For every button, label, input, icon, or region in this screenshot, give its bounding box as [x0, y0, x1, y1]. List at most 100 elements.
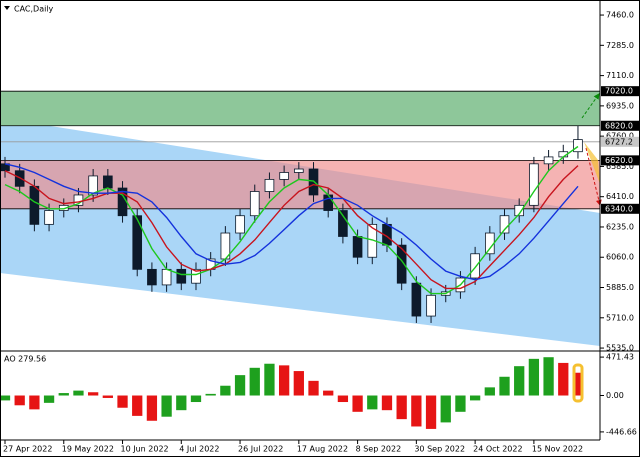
ao-bar — [102, 395, 113, 398]
candle-body — [529, 163, 539, 206]
candle-body — [470, 253, 480, 279]
moving-average — [4, 165, 579, 290]
zones — [0, 91, 600, 346]
level-label: 7020.0 — [605, 87, 633, 96]
y-tick-label: 5885.0 — [606, 283, 634, 292]
ao-bar — [558, 362, 569, 396]
candle-body — [485, 232, 495, 255]
candle-body — [411, 282, 422, 317]
highlight — [584, 142, 600, 184]
chart-title: CAC,Daily — [14, 5, 54, 14]
candle-body — [264, 178, 275, 192]
y-tick-label: 471.43 — [606, 353, 634, 362]
y-tick-label: 5535.0 — [606, 344, 634, 353]
candle-body — [191, 268, 201, 284]
y-tick-label: 6760.0 — [606, 132, 634, 141]
y-tick-label: 6060.0 — [606, 253, 634, 262]
candle-body — [235, 215, 245, 234]
ao-bar — [425, 395, 437, 429]
y-tick-label: -446.66 — [606, 427, 637, 436]
candle-body — [14, 170, 25, 187]
candle-body — [352, 236, 363, 258]
x-tick-label: 8 Sep 2022 — [356, 445, 402, 454]
level-box — [601, 203, 639, 214]
x-tick-label: 24 Oct 2022 — [473, 445, 522, 454]
ao-bar — [176, 395, 187, 411]
candle-body — [323, 194, 334, 211]
moving-average — [4, 145, 579, 295]
ao-bar — [220, 385, 231, 396]
ao-bar — [43, 395, 55, 403]
indicator-title: AO 279.56 — [4, 355, 46, 364]
ao-bar — [264, 363, 275, 396]
x-tick-label: 19 May 2022 — [62, 445, 114, 454]
ao-bar — [484, 387, 495, 396]
candle-body — [132, 215, 143, 270]
level-label: 6727.2 — [605, 137, 633, 146]
x-tick-label: 26 Jul 2022 — [238, 445, 283, 454]
candle-body — [543, 156, 554, 165]
ao-bar — [29, 395, 40, 410]
candle-body — [294, 168, 304, 173]
candle-body — [426, 294, 436, 317]
level-box — [601, 136, 639, 147]
x-tick-label: 30 Sep 2022 — [414, 445, 465, 454]
sell-zone — [0, 160, 600, 209]
level-box — [601, 86, 639, 97]
ao-bar — [381, 395, 393, 411]
candle-body — [88, 175, 98, 196]
candle-body — [103, 175, 113, 189]
ao-bar — [543, 357, 554, 396]
candle-body — [514, 204, 525, 217]
candle-body — [249, 191, 260, 217]
ao-bar — [469, 395, 481, 401]
y-tick-label: 6585.0 — [606, 162, 634, 171]
moving-average — [4, 163, 579, 281]
candle-body — [573, 139, 583, 153]
y-tick-label: 7110.0 — [606, 71, 634, 80]
candle-body — [147, 268, 157, 286]
ao-bar — [528, 358, 540, 396]
ao-bar — [190, 395, 202, 403]
ao-bar — [73, 390, 84, 396]
ao-bar — [205, 393, 216, 396]
level-label: 6620.0 — [605, 156, 633, 165]
x-tick-label: 10 Jun 2022 — [121, 445, 169, 454]
ao-bar — [14, 395, 25, 406]
plot — [0, 90, 600, 429]
ao-bar — [293, 371, 304, 396]
ao-bar — [337, 395, 349, 403]
candle-body — [161, 268, 172, 286]
ao-bar — [455, 395, 466, 412]
candle-body — [338, 210, 348, 237]
candle-body — [396, 244, 407, 284]
ao-bar — [572, 372, 584, 396]
resistance-zone — [0, 91, 600, 126]
ao-bar — [396, 395, 407, 420]
ao-bar — [117, 395, 128, 408]
ao-bar — [249, 367, 260, 396]
ao-bar — [352, 395, 363, 412]
level-box — [601, 120, 639, 131]
y-tick-label: 6410.0 — [606, 192, 634, 201]
ao-bar — [146, 395, 158, 421]
y-tick-label: 6235.0 — [606, 222, 634, 231]
y-tick-label: 7285.0 — [606, 41, 634, 50]
ao-bar — [514, 366, 525, 396]
ao-bar — [0, 395, 11, 401]
y-tick-label: 6935.0 — [606, 101, 634, 110]
menu-icon — [4, 6, 10, 10]
x-tick-label: 4 Jul 2022 — [179, 445, 219, 454]
highlight — [572, 363, 584, 403]
x-tick-label: 15 Nov 2022 — [532, 445, 583, 454]
ao-bar — [411, 395, 422, 427]
candle-body — [44, 210, 54, 225]
ao-bar — [308, 380, 319, 396]
y-tick-label: 5710.0 — [606, 313, 634, 322]
y-tick-label: 7460.0 — [606, 11, 634, 20]
ao-bar — [58, 393, 69, 396]
level-label: 6820.0 — [605, 121, 633, 130]
ao-bar — [323, 390, 334, 396]
